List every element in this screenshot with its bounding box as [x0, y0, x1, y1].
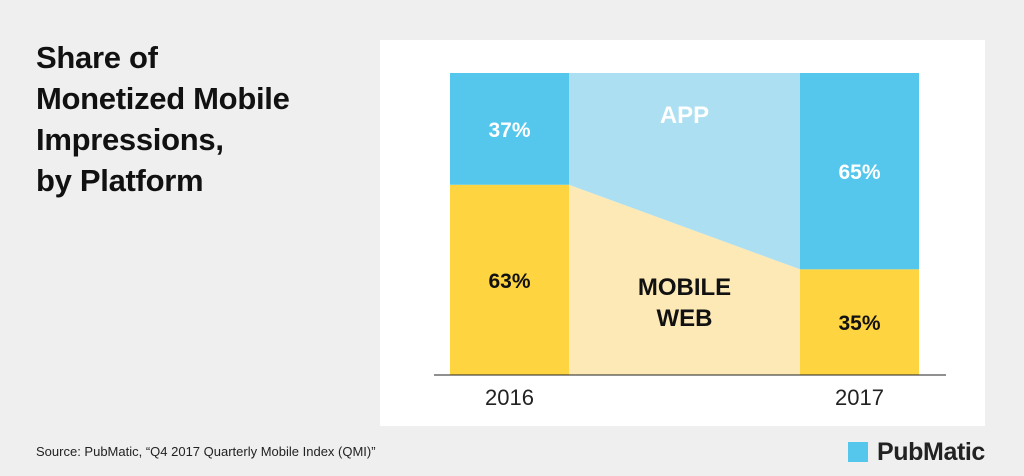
chart-panel: 63% 37% 35% 65% APP MOBILE WEB 2016 2017: [380, 40, 985, 426]
stacked-share-chart: 63% 37% 35% 65% APP MOBILE WEB 2016 2017: [434, 73, 946, 410]
app-area: [569, 73, 800, 270]
title-line: by Platform: [36, 163, 204, 198]
mobile-web-area: [569, 184, 800, 375]
mobile-web-segment-2017: [800, 269, 919, 375]
chart-title: Share of Monetized Mobile Impressions, b…: [36, 37, 366, 201]
title-line: Share of: [36, 40, 158, 75]
title-line: Monetized Mobile: [36, 81, 290, 116]
series-label-app: APP: [660, 102, 709, 129]
series-label-mobile-web: MOBILE: [638, 274, 731, 301]
pubmatic-logo: PubMatic: [848, 436, 985, 468]
app-segment-2016: [450, 73, 569, 185]
x-axis-tick-label: 2016: [485, 385, 534, 410]
series-label-mobile-web: WEB: [657, 305, 713, 332]
source-note: Source: PubMatic, “Q4 2017 Quarterly Mob…: [36, 444, 376, 459]
pubmatic-square-icon: [848, 442, 868, 462]
x-axis-tick-label: 2017: [835, 385, 884, 410]
data-label: 63%: [488, 270, 530, 293]
mobile-web-segment-2016: [450, 184, 569, 375]
data-label: 65%: [838, 161, 880, 184]
data-label: 37%: [488, 119, 530, 142]
brand-name: PubMatic: [877, 438, 985, 466]
app-segment-2017: [800, 73, 919, 270]
title-line: Impressions,: [36, 122, 224, 157]
data-label: 35%: [838, 312, 880, 335]
